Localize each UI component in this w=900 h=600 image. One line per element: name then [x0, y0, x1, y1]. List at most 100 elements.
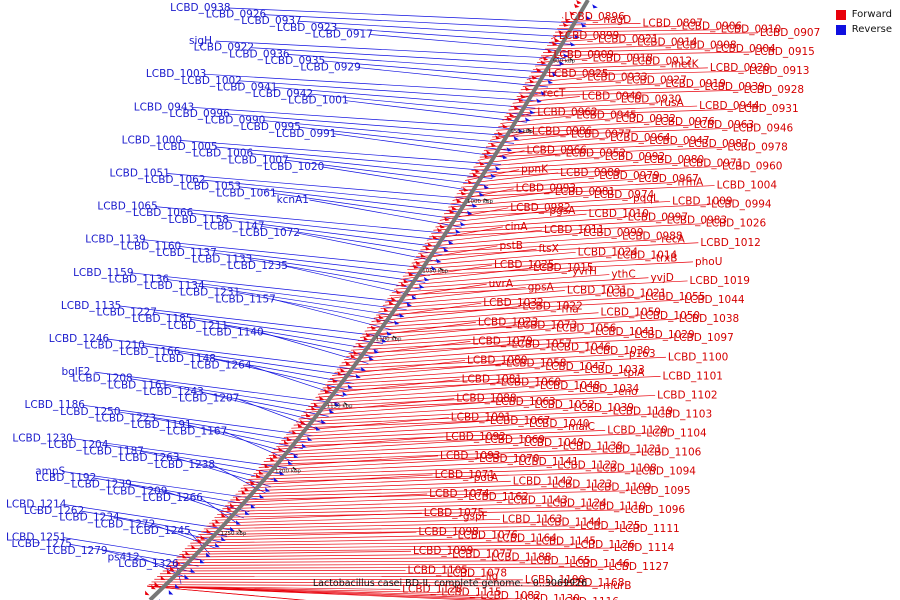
reverse-gene-label: LCBD_1209: [107, 485, 167, 497]
reverse-leader: [179, 140, 502, 165]
forward-feature: [448, 209, 455, 214]
forward-feature: [508, 112, 515, 118]
forward-feature: [154, 581, 159, 587]
forward-leader: [441, 204, 710, 218]
forward-gene-label: yvrH: [572, 265, 597, 277]
forward-gene-label: LCBD_0989: [560, 167, 620, 179]
forward-gene-label: LCBD_1124: [546, 498, 607, 510]
forward-feature: [432, 235, 438, 240]
forward-leader: [322, 372, 622, 389]
forward-gene-label: LCBD_1168: [564, 577, 624, 589]
reverse-gene-label: LCBD_1147: [204, 220, 264, 232]
reverse-feature: [273, 477, 279, 482]
reverse-leader: [345, 100, 527, 123]
reverse-leader: [129, 484, 250, 513]
reverse-leader: [286, 159, 489, 186]
forward-gene-label: gpsA: [528, 281, 555, 293]
reverse-leader: [106, 338, 364, 371]
forward-feature: [215, 519, 221, 524]
forward-feature: [378, 314, 384, 320]
forward-leader: [182, 547, 612, 552]
forward-feature: [185, 550, 190, 556]
forward-leader: [543, 48, 714, 53]
forward-gene-label: LCBD_0986: [532, 125, 593, 137]
forward-gene-label: LCBD_1069: [485, 434, 545, 446]
forward-leader: [498, 118, 614, 128]
forward-feature: [497, 131, 504, 136]
forward-gene-label: LCBD_1105: [408, 564, 468, 576]
forward-gene-label: LCBD_0977: [571, 129, 631, 141]
forward-gene-label: LCBD_0913: [749, 65, 809, 77]
forward-feature: [574, 3, 580, 8]
forward-leader: [256, 458, 478, 471]
reverse-gene-label: LCBD_0917: [312, 28, 372, 40]
forward-leader: [500, 115, 575, 124]
reverse-gene-label: LCBD_1066: [133, 207, 194, 219]
reverse-feature: [175, 583, 180, 589]
forward-feature: [345, 360, 351, 366]
reverse-feature: [529, 109, 535, 115]
forward-gene-label: LCBD_1055: [645, 291, 705, 303]
reverse-leader: [155, 206, 458, 235]
forward-gene-label: LCBD_1012: [700, 237, 760, 249]
reverse-gene-label: LCBD_1065: [97, 201, 157, 213]
forward-leader: [532, 64, 669, 70]
reverse-feature: [301, 443, 307, 448]
reverse-gene-label: LCBD_1245: [130, 525, 190, 537]
forward-leader: [327, 366, 544, 383]
forward-feature: [425, 246, 431, 251]
reverse-feature: [244, 510, 250, 515]
forward-gene-label: LCBD_1122: [557, 459, 617, 471]
forward-leader: [506, 105, 698, 114]
forward-gene-label: LCBD_1138: [563, 440, 623, 452]
forward-gene-label: rrmA: [677, 176, 703, 188]
forward-feature: [324, 388, 330, 394]
forward-gene-label: LCBD_0974: [594, 189, 655, 201]
forward-gene-label: LCBD_1095: [630, 485, 690, 497]
forward-gene-label: LCBD_1120: [607, 424, 667, 436]
reverse-feature: [502, 154, 508, 160]
forward-leader: [273, 436, 444, 450]
forward-gene-label: LCBD_1144: [541, 517, 602, 529]
reverse-gene-label: LCBD_1262: [24, 505, 84, 517]
forward-leader: [209, 515, 461, 524]
forward-gene-label: rha: [561, 304, 578, 316]
forward-leader: [366, 312, 599, 329]
forward-gene-label: pstB: [499, 240, 522, 252]
forward-leader: [557, 26, 680, 30]
forward-leader: [420, 236, 621, 251]
forward-feature: [227, 506, 232, 511]
forward-feature: [319, 395, 325, 401]
reverse-leader: [129, 378, 334, 411]
reverse-feature: [483, 184, 489, 189]
forward-gene-label: LCBD_1067: [490, 415, 550, 427]
forward-gene-label: LCBD_0933: [587, 71, 647, 83]
forward-feature: [413, 264, 419, 269]
reverse-gene-label: LCBD_1139: [85, 234, 145, 246]
tick-label: 1100 kbp: [376, 337, 402, 343]
forward-feature: [437, 227, 443, 233]
reverse-leader: [358, 67, 549, 88]
forward-leader: [211, 512, 422, 521]
reverse-feature: [199, 558, 205, 564]
forward-leader: [540, 51, 753, 57]
reverse-leader: [333, 133, 506, 158]
reverse-leader: [262, 120, 515, 144]
forward-leader: [467, 166, 721, 178]
forward-leader: [248, 468, 595, 480]
reverse-feature: [506, 147, 513, 152]
reverse-gene-label: LCBD_1003: [146, 68, 206, 80]
forward-feature: [206, 528, 212, 534]
reverse-gene-label: LCBD_1001: [288, 95, 348, 107]
reverse-feature: [536, 98, 542, 103]
forward-leader: [253, 461, 517, 474]
forward-leader: [433, 216, 626, 231]
forward-feature: [255, 473, 261, 478]
reverse-leader: [118, 305, 388, 338]
forward-leader: [298, 404, 533, 420]
forward-leader: [171, 560, 529, 564]
forward-feature: [558, 30, 564, 35]
forward-leader: [396, 271, 571, 287]
forward-feature: [269, 456, 275, 462]
reverse-gene-label: LCBD_1275: [12, 538, 72, 550]
